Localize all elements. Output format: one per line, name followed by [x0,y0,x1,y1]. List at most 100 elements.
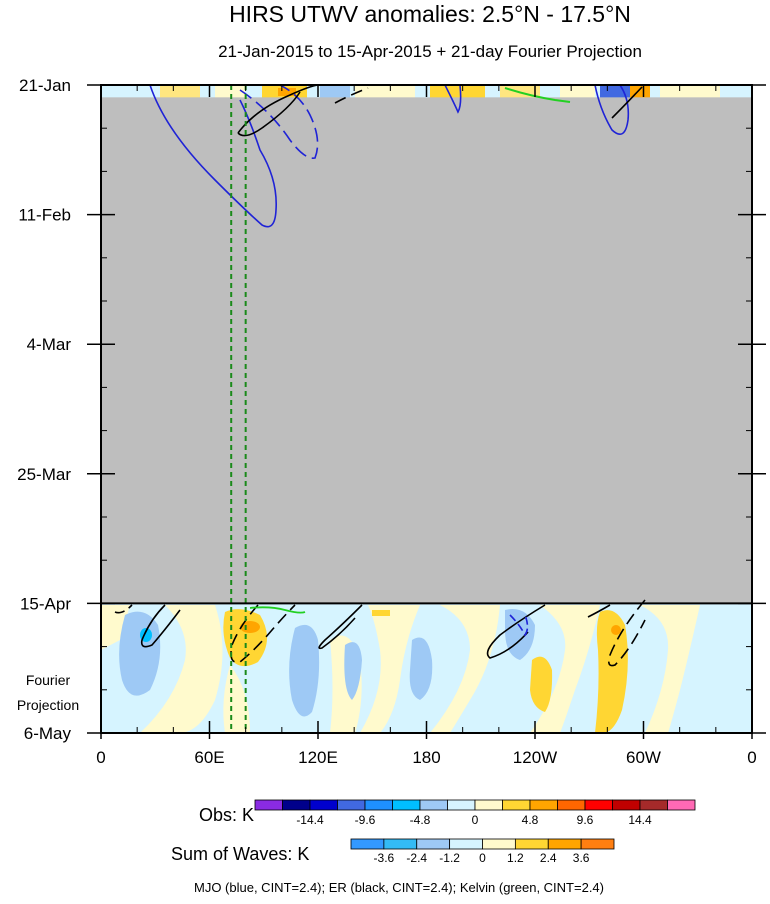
mjo-contour [149,85,277,228]
y-tick-label: 25-Mar [17,465,71,484]
colorbar-cell [254,799,283,811]
obs-anomaly-cell [160,85,200,98]
chart-subtitle: 21-Jan-2015 to 15-Apr-2015 + 21-day Four… [218,42,642,61]
proj-cool-blob [409,637,433,700]
obs-anomaly-cell [278,88,296,96]
er-contour [334,87,369,104]
proj-warm-band [140,605,223,733]
contour-legend: MJO (blue, CINT=2.4); ER (black, CINT=2.… [194,880,604,895]
colorbar-cell [447,799,476,811]
kelvin-contour [249,606,306,614]
colorbar-cell [416,838,451,850]
colorbar-cell [474,799,503,811]
colorbar-cell [667,799,696,811]
er-contour [140,604,181,648]
colorbar-label: -3.6 [374,851,395,865]
colorbar-label: -2.4 [406,851,427,865]
er-contour [587,604,611,618]
er-contour [114,604,133,614]
colorbar-label: 14.4 [628,813,652,827]
er-contour [318,604,363,650]
colorbar-label: 0 [472,813,479,827]
colorbar-cell [282,799,311,811]
obs-colorbar: -14.4 -9.6 -4.8 0 4.8 9.6 14.4 [254,799,696,827]
chart-title: HIRS UTWV anomalies: 2.5°N - 17.5°N [229,1,631,27]
proj-warm-band [530,605,600,733]
colorbar-cell [529,799,558,811]
colorbar-cell [350,838,385,850]
colorbar-label: 0 [479,851,486,865]
colorbar-cell [364,799,393,811]
y-tick-label: 4-Mar [27,335,72,354]
mjo-contour [594,85,630,136]
x-tick-label: 120E [298,748,338,767]
waves-colorbar-label: Sum of Waves: K [171,844,309,864]
er-contour [237,91,301,137]
x-tick-label: 60W [626,748,661,767]
colorbar-cell [557,799,586,811]
projection-label-line2: Projection [17,697,79,713]
proj-warm-core [611,625,621,635]
colorbar-cell [514,838,549,850]
plot-area [101,85,752,733]
missing-data-region [101,97,752,604]
colorbar-cell [502,799,531,811]
colorbar-label: -4.8 [410,813,431,827]
er-contour [230,604,296,664]
colorbar-label: 2.4 [540,851,557,865]
kelvin-contour [504,87,571,103]
x-tick-label: 0 [747,748,756,767]
colorbar-cell [547,838,582,850]
colorbar-cell [419,799,448,811]
proj-cool-blob [710,609,742,661]
proj-warm-blob [595,610,628,733]
obs-anomaly-cell [355,85,415,98]
er-contour [611,86,643,119]
obs-colorbar-label: Obs: K [199,805,254,825]
colorbar-cell [392,799,421,811]
colorbar-label: -1.2 [439,851,460,865]
proj-warm-blob [530,656,553,712]
x-tick-label: 120W [513,748,557,767]
er-contour [237,85,319,134]
colorbar-label: 1.2 [507,851,524,865]
colorbar-label: 4.8 [522,813,539,827]
er-contour [608,599,646,667]
proj-cool-blob [289,624,320,717]
colorbar-cell [309,799,338,811]
projection-label-line1: Fourier [26,672,71,688]
wave-contours [114,85,646,667]
colorbar-cell [612,799,641,811]
obs-anomaly-cell [215,85,245,98]
mjo-contour [509,614,529,637]
colorbar-cell [449,838,483,850]
proj-warm-blob [372,610,390,616]
y-tick-label: 11-Feb [18,206,71,225]
y-tick-label: 15-Apr [20,594,71,613]
x-tick-label: 60E [194,748,224,767]
x-tick-label: 180 [412,748,440,767]
reference-longitude-lines [230,85,247,733]
obs-anomaly-cell [320,85,350,98]
colorbar-cell [580,838,615,850]
colorbar-cell [337,799,366,811]
y-tick-label: 21-Jan [19,76,71,95]
observed-anomaly-field [160,85,720,98]
obs-anomaly-cell [430,85,485,98]
proj-warm-band [101,605,130,650]
colorbar-label: 9.6 [577,813,594,827]
projection-anomaly-field [101,605,742,733]
colorbar-cell [639,799,668,811]
colorbar-cell [383,838,418,850]
colorbar-label: -14.4 [296,813,324,827]
proj-warm-band [430,605,500,733]
proj-warm-band [360,605,420,733]
x-tick-label: 0 [96,748,105,767]
mjo-contour [444,85,462,114]
mjo-contour [239,85,319,159]
y-tick-label: 6-May [24,724,72,743]
proj-warm-band [223,665,250,733]
waves-colorbar: -3.6 -2.4 -1.2 0 1.2 2.4 3.6 [350,838,615,865]
proj-cool-blob [344,642,362,700]
